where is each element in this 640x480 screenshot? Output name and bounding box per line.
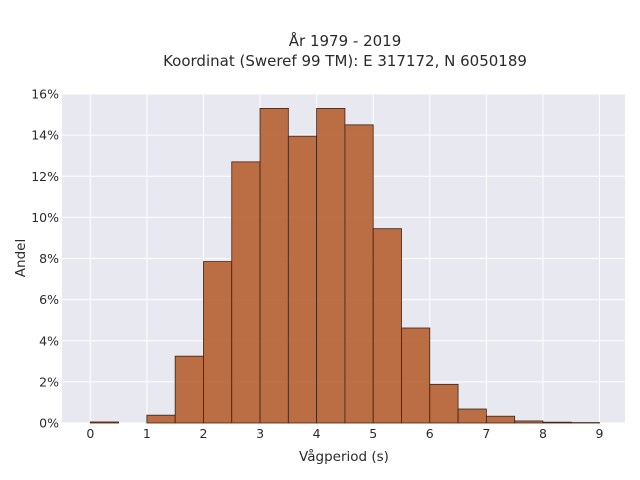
x-tick-label: 8 <box>539 426 547 441</box>
x-tick-label: 0 <box>86 426 94 441</box>
histogram-bar <box>316 107 346 424</box>
y-tick-label: 14% <box>31 128 59 143</box>
y-axis-label: Andel <box>13 239 29 277</box>
histogram-bar <box>203 261 233 424</box>
y-tick-label: 10% <box>31 210 59 225</box>
histogram-bar <box>514 420 544 424</box>
histogram-bar <box>89 421 119 424</box>
histogram-bar <box>542 421 572 424</box>
y-tick-label: 8% <box>39 251 59 266</box>
histogram-bar <box>457 408 487 424</box>
y-tick-label: 12% <box>31 169 59 184</box>
histogram-bar <box>429 383 459 424</box>
chart-subtitle: Koordinat (Sweref 99 TM): E 317172, N 60… <box>163 52 527 70</box>
y-tick-label: 2% <box>39 374 59 389</box>
histogram-bar <box>259 107 289 424</box>
x-axis-label: Vågperiod (s) <box>299 448 389 465</box>
x-tick-label: 5 <box>369 426 377 441</box>
histogram-bar <box>146 414 176 424</box>
histogram-bar <box>485 415 516 424</box>
x-tick-label: 7 <box>482 426 490 441</box>
histogram-bar <box>372 228 402 424</box>
y-tick-label: 6% <box>39 292 59 307</box>
histogram-bar <box>287 135 318 424</box>
x-tick-label: 3 <box>256 426 264 441</box>
y-tick-label: 0% <box>39 416 59 431</box>
histogram-bar <box>344 124 374 424</box>
x-axis-ticks: 0 1 2 3 4 5 6 7 8 9 <box>86 426 603 441</box>
y-tick-label: 4% <box>39 333 59 348</box>
histogram-bar <box>174 355 204 424</box>
x-tick-label: 1 <box>143 426 151 441</box>
x-tick-label: 6 <box>426 426 434 441</box>
histogram-bar <box>231 161 261 424</box>
histogram-bars <box>89 107 600 424</box>
chart-title: År 1979 - 2019 <box>289 31 402 50</box>
x-tick-label: 9 <box>596 426 604 441</box>
x-tick-label: 4 <box>313 426 321 441</box>
y-tick-label: 16% <box>31 87 59 102</box>
histogram-bar <box>401 327 431 424</box>
x-tick-label: 2 <box>199 426 207 441</box>
y-axis-ticks: 0% 2% 4% 6% 8% 10% 12% 14% 16% <box>31 87 59 431</box>
